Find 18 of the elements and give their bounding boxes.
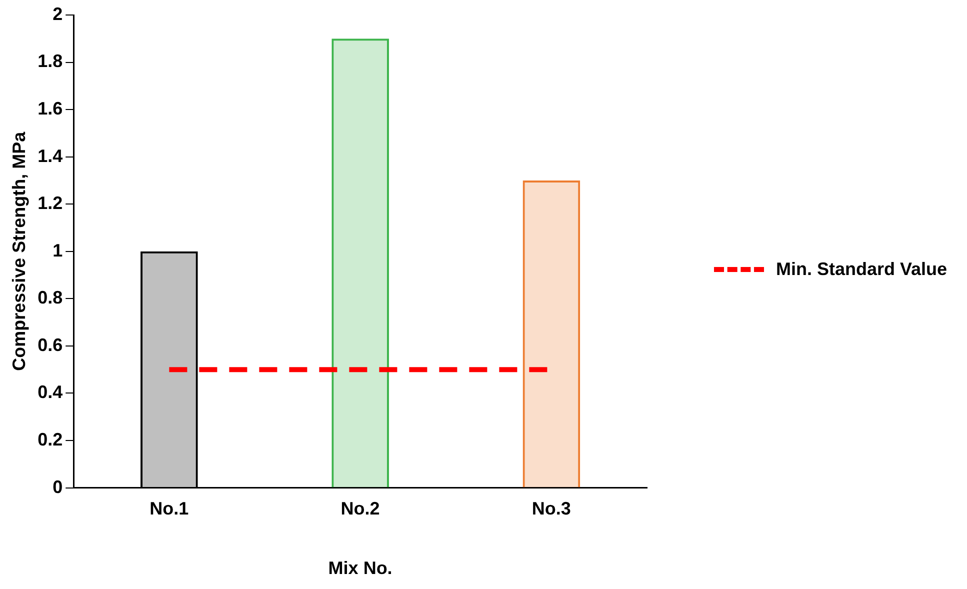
x-tick-label: No.3 bbox=[532, 498, 571, 519]
bar bbox=[522, 180, 580, 488]
y-tick-label: 0.4 bbox=[38, 382, 63, 402]
y-tick-label: 1.6 bbox=[38, 98, 63, 119]
y-tick-label: 2 bbox=[52, 4, 63, 24]
y-tick-label: 1.4 bbox=[38, 146, 63, 166]
y-tick-label: 1.8 bbox=[38, 51, 63, 72]
y-tick-label: 0.2 bbox=[38, 429, 63, 450]
legend-label: Min. Standard Value bbox=[776, 259, 948, 280]
y-tick-label: 1.2 bbox=[38, 193, 63, 214]
y-axis-title: Compressive Strength, MPa bbox=[8, 130, 29, 371]
y-tick-label: 0.8 bbox=[38, 288, 63, 308]
x-axis-title: Mix No. bbox=[328, 558, 392, 578]
y-tick-label: 0 bbox=[52, 476, 63, 497]
y-tick-label: 1 bbox=[52, 240, 63, 260]
y-tick-label: 0.6 bbox=[38, 334, 63, 355]
x-tick-label: No.1 bbox=[150, 498, 189, 519]
x-tick-label: No.2 bbox=[340, 498, 380, 519]
